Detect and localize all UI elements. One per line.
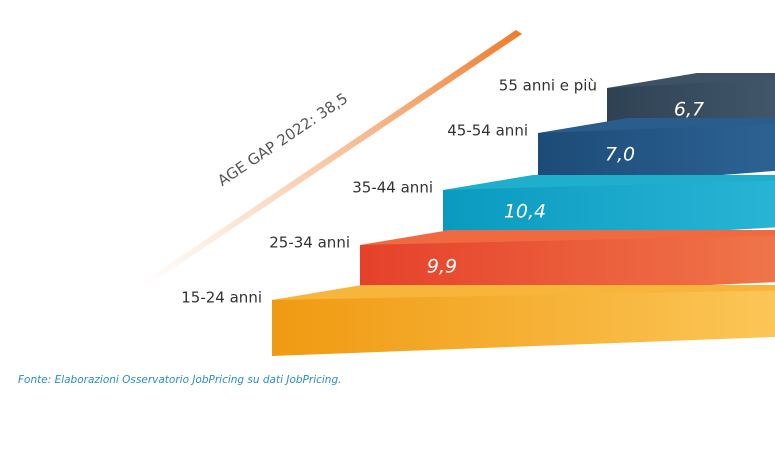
- step-front: [272, 290, 775, 356]
- step-front: [360, 235, 775, 301]
- step-label: 15-24 anni: [181, 289, 262, 307]
- step-value: 6,7: [674, 99, 704, 121]
- step-label: 25-34 anni: [269, 234, 350, 252]
- age-gap: AGE GAP 2022: 38,5: [214, 89, 351, 189]
- step-label: 35-44 anni: [352, 179, 433, 197]
- step-front: [538, 123, 775, 189]
- step-label: 45-54 anni: [447, 122, 528, 140]
- step-front: [443, 180, 775, 246]
- arrow: [143, 30, 522, 286]
- source: Fonte: Elaborazioni Osservatorio JobPric…: [18, 374, 341, 386]
- step-value: 10,4: [504, 201, 546, 223]
- step-value: 9,9: [427, 256, 457, 278]
- step-label: 55 anni e più: [499, 77, 597, 95]
- step-value: 7,0: [605, 144, 635, 166]
